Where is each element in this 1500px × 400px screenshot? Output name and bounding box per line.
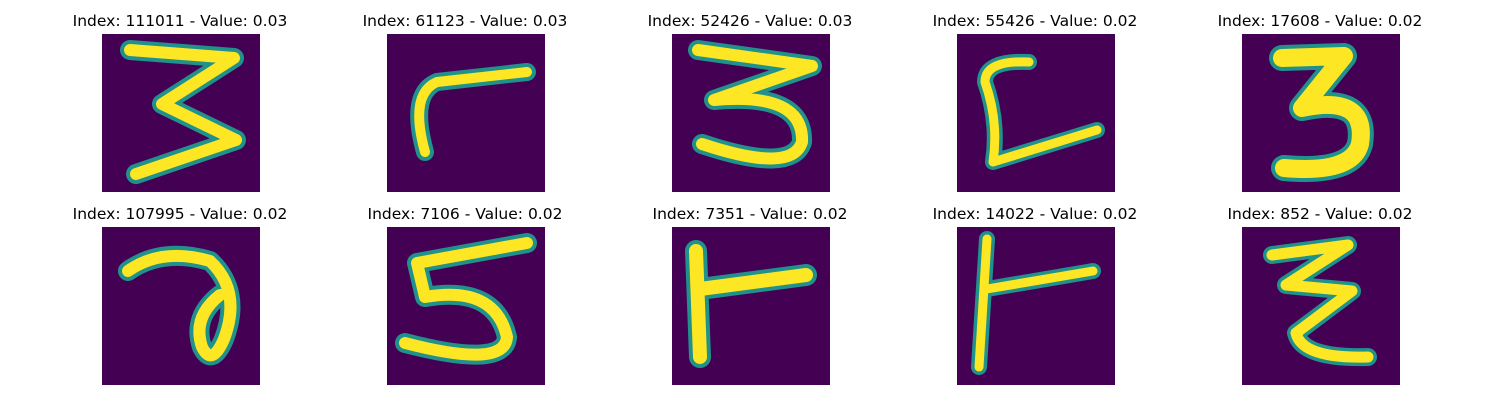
- L-curve-glyph: [977, 53, 1105, 170]
- digit-5-glyph: [395, 233, 537, 365]
- r-shape-glyph: [410, 63, 536, 161]
- digit-image: [672, 227, 830, 385]
- sample-panel-1: Index: 111011 - Value: 0.03: [38, 0, 323, 192]
- digit-image: [102, 227, 260, 385]
- digit-image: [1242, 34, 1400, 192]
- digit-image: [387, 227, 545, 385]
- sample-panel-9: Index: 14022 - Value: 0.02: [893, 193, 1178, 385]
- panel-title: Index: 107995 - Value: 0.02: [72, 205, 288, 223]
- panel-title: Index: 111011 - Value: 0.03: [72, 12, 288, 30]
- digit-image: [957, 34, 1115, 192]
- digit-image: [102, 34, 260, 192]
- sample-panel-2: Index: 61123 - Value: 0.03: [323, 0, 608, 192]
- digit-image: [1242, 227, 1400, 385]
- digit-3-bold-glyph: [1269, 43, 1374, 182]
- digit-image: [672, 34, 830, 192]
- panel-title: Index: 55426 - Value: 0.02: [932, 12, 1138, 30]
- sample-panel-5: Index: 17608 - Value: 0.02: [1178, 0, 1463, 192]
- z-zigzag-glyph: [1263, 236, 1377, 367]
- r-corner-glyph: [685, 240, 817, 368]
- sample-panel-6: Index: 107995 - Value: 0.02: [38, 193, 323, 385]
- sample-panel-8: Index: 7351 - Value: 0.02: [608, 193, 893, 385]
- sample-panel-7: Index: 7106 - Value: 0.02: [323, 193, 608, 385]
- panel-title: Index: 14022 - Value: 0.02: [932, 205, 1138, 223]
- panel-title: Index: 17608 - Value: 0.02: [1217, 12, 1423, 30]
- panel-title: Index: 52426 - Value: 0.03: [647, 12, 853, 30]
- panel-title: Index: 7106 - Value: 0.02: [367, 205, 563, 223]
- r-thin-glyph: [971, 231, 1101, 375]
- sample-panel-10: Index: 852 - Value: 0.02: [1178, 193, 1463, 385]
- panel-title: Index: 7351 - Value: 0.02: [652, 205, 848, 223]
- panel-title: Index: 61123 - Value: 0.03: [362, 12, 568, 30]
- digit-image: [957, 227, 1115, 385]
- sample-panel-4: Index: 55426 - Value: 0.02: [893, 0, 1178, 192]
- a-loop-glyph: [118, 245, 241, 366]
- digit-3-tall-glyph: [120, 40, 246, 184]
- sample-panel-3: Index: 52426 - Value: 0.03: [608, 0, 893, 192]
- panel-title: Index: 852 - Value: 0.02: [1227, 205, 1413, 223]
- digit-image: [387, 34, 545, 192]
- digit-3-wide-glyph: [688, 40, 822, 169]
